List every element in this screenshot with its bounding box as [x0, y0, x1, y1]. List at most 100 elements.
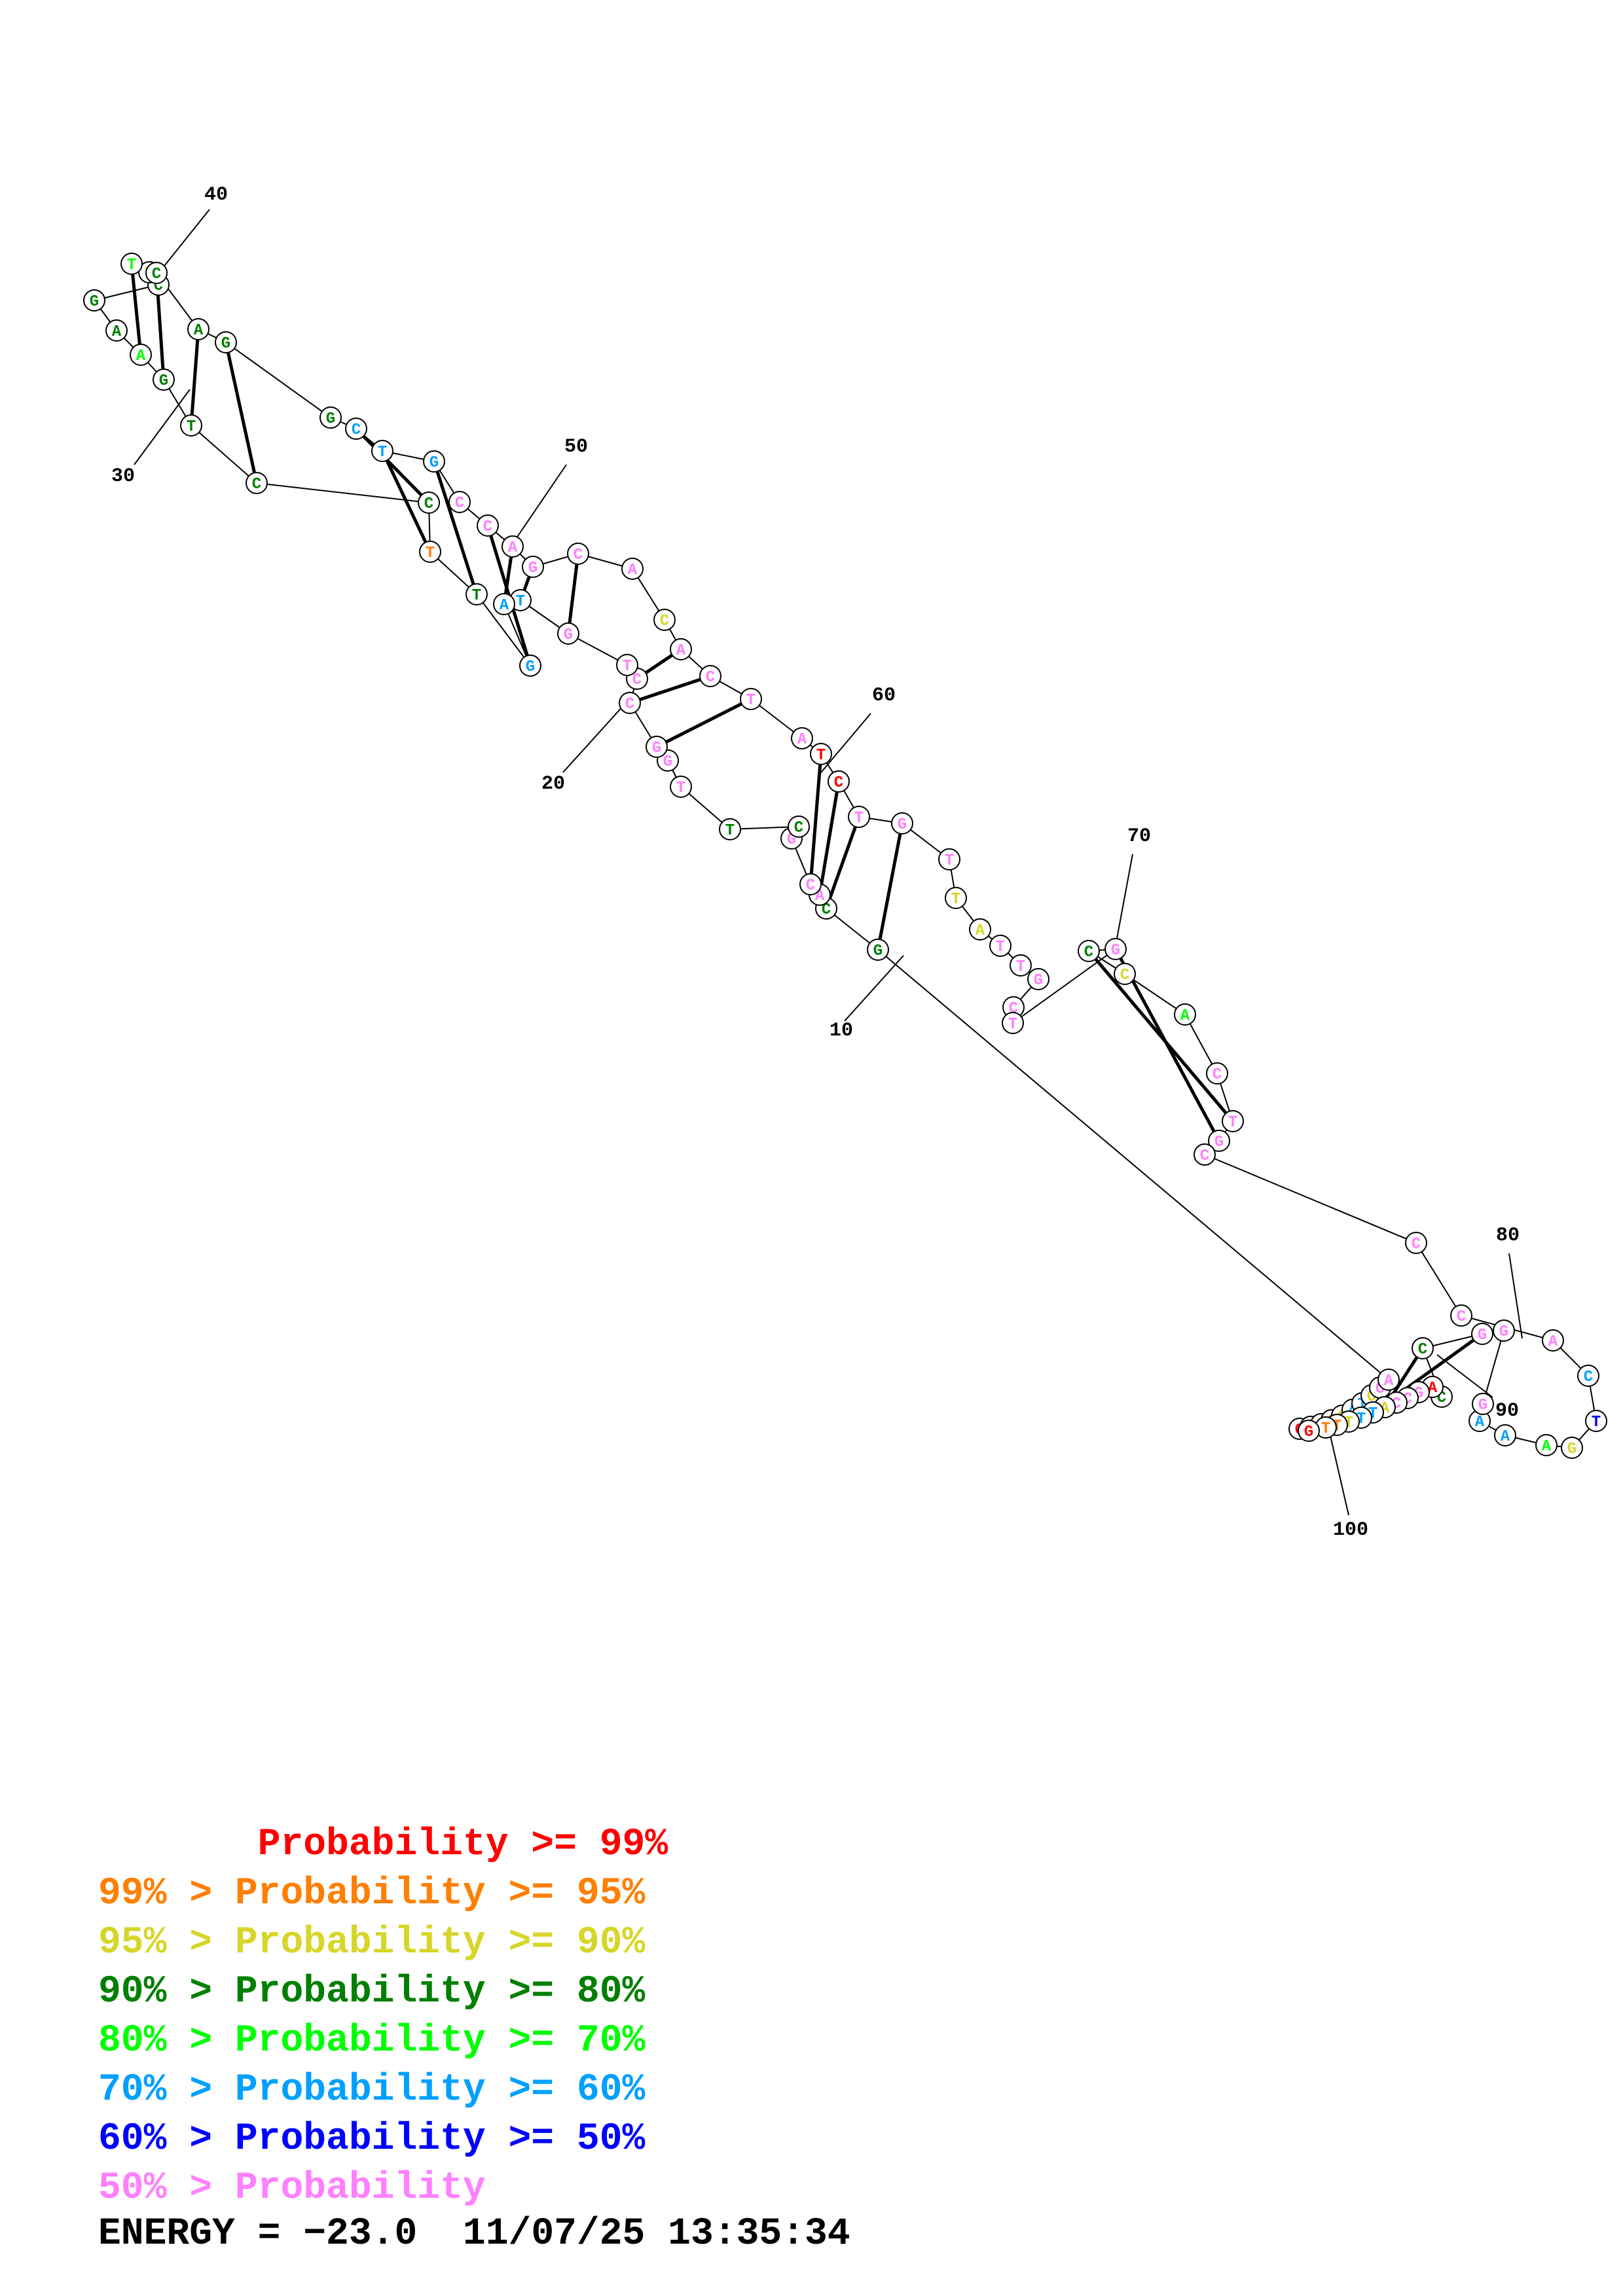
nucleotide: C: [699, 665, 721, 687]
nucleotide: G: [1027, 968, 1049, 990]
nucleotide-circle: [180, 414, 202, 437]
position-label: 20: [541, 773, 565, 795]
nucleotide-circle: [448, 491, 471, 513]
nucleotide-circle: [130, 344, 152, 366]
nucleotide: G: [867, 939, 889, 961]
nucleotide: C: [477, 514, 499, 537]
nucleotide: C: [448, 491, 471, 513]
nucleotide-circle: [670, 638, 692, 660]
nucleotide-base: G: [663, 753, 672, 771]
nucleotide: C: [1194, 1143, 1216, 1166]
nucleotide-base: T: [945, 852, 954, 870]
nucleotide-circle: [215, 331, 237, 353]
nucleotide: T: [616, 654, 638, 676]
nucleotide: C: [1405, 1232, 1427, 1254]
base-pair: [224, 342, 259, 484]
nucleotide-circle: [418, 492, 440, 514]
nucleotide-circle: [1585, 1410, 1607, 1432]
tick-leader: [1114, 853, 1133, 950]
backbone-segment: [256, 482, 429, 503]
nucleotide: T: [938, 848, 960, 870]
backbone-segment: [1204, 1154, 1417, 1244]
tick-leader: [1508, 1253, 1523, 1339]
nucleotide-base: C: [1418, 1341, 1427, 1359]
nucleotide-circle: [145, 262, 168, 284]
nucleotide-base: T: [127, 257, 136, 274]
nucleotide: A: [501, 535, 524, 558]
nucleotide-circle: [1577, 1365, 1599, 1387]
position-label: 30: [111, 465, 135, 488]
nucleotide-circle: [345, 418, 367, 440]
nucleotide-circle: [83, 289, 105, 312]
nucleotide: T: [989, 935, 1012, 957]
nucleotide: C: [799, 873, 822, 895]
nucleotide: A: [130, 344, 152, 366]
nucleotide-base: G: [652, 740, 661, 757]
nucleotide-base: C: [352, 422, 361, 439]
legend-entry: 70% > Probability >= 60%: [98, 2069, 646, 2111]
nucleotide-base: C: [1412, 1236, 1421, 1253]
nucleotide-base: A: [1384, 1372, 1394, 1390]
nucleotide-base: T: [426, 545, 435, 562]
position-label: 100: [1333, 1519, 1368, 1541]
nucleotide: T: [120, 253, 143, 275]
nucleotide-circle: [1493, 1319, 1515, 1342]
nucleotide-base: C: [706, 669, 715, 687]
nucleotide: C: [145, 262, 168, 284]
nucleotide-circle: [1002, 1012, 1024, 1034]
nucleotide-base: G: [564, 626, 573, 644]
base-pair: [824, 816, 861, 909]
nucleotide-circle: [828, 770, 850, 793]
nucleotide-circle: [867, 939, 889, 961]
nucleotide-base: C: [1084, 944, 1093, 961]
nucleotide-circle: [1208, 1130, 1230, 1152]
base-pair: [809, 753, 823, 885]
nucleotide-circle: [105, 319, 128, 342]
nucleotide: T: [1315, 1416, 1337, 1439]
nucleotide: A: [621, 558, 644, 580]
nucleotide-base: A: [628, 562, 638, 579]
nucleotide-circle: [371, 440, 393, 462]
nucleotide-base: T: [854, 810, 864, 827]
nucleotide-base: G: [898, 816, 907, 834]
nucleotide-circle: [493, 593, 515, 615]
nucleotide: T: [1222, 1110, 1244, 1132]
tick-leader: [562, 703, 626, 773]
nucleotide-base: G: [90, 293, 99, 311]
position-label: 40: [204, 184, 228, 206]
tick-leader: [1328, 1429, 1349, 1516]
position-label: 50: [564, 436, 588, 458]
nucleotide-circle: [938, 848, 960, 870]
nucleotide-base: G: [221, 335, 230, 353]
nucleotide: T: [945, 887, 967, 909]
nucleotide: G: [83, 289, 105, 312]
nucleotide: C: [1577, 1365, 1599, 1387]
nucleotide-circle: [1471, 1323, 1493, 1345]
nucleotide-base: C: [834, 774, 843, 792]
base-pair: [566, 553, 580, 634]
tick-leader: [156, 209, 210, 276]
nucleotides: GGCCCATCCAGCACGCTTGGCCTGTAGTTCCTGAAGCTTC…: [83, 253, 1607, 1459]
nucleotide-base: T: [1008, 1016, 1017, 1033]
nucleotide: T: [465, 583, 488, 605]
base-pair: [380, 450, 432, 553]
nucleotide-circle: [891, 812, 913, 834]
nucleotide-base: G: [1499, 1323, 1508, 1341]
nucleotide-base: G: [1567, 1441, 1577, 1458]
nucleotide-base: G: [528, 560, 538, 577]
base-pair: [629, 674, 711, 705]
nucleotide-base: T: [996, 939, 1005, 956]
nucleotide-base: T: [725, 822, 735, 840]
legend-entry: 80% > Probability >= 70%: [98, 2020, 646, 2062]
nucleotide-base: C: [625, 696, 634, 713]
tick-leader: [134, 389, 191, 465]
nucleotide: C: [619, 692, 641, 714]
nucleotide: T: [740, 688, 762, 710]
nucleotide: T: [180, 414, 202, 437]
legend-entry: 99% > Probability >= 95%: [98, 1873, 646, 1915]
nucleotide-circle: [848, 806, 870, 828]
nucleotide: G: [646, 736, 668, 758]
base-pair: [876, 823, 904, 950]
nucleotide-base: A: [136, 348, 146, 365]
